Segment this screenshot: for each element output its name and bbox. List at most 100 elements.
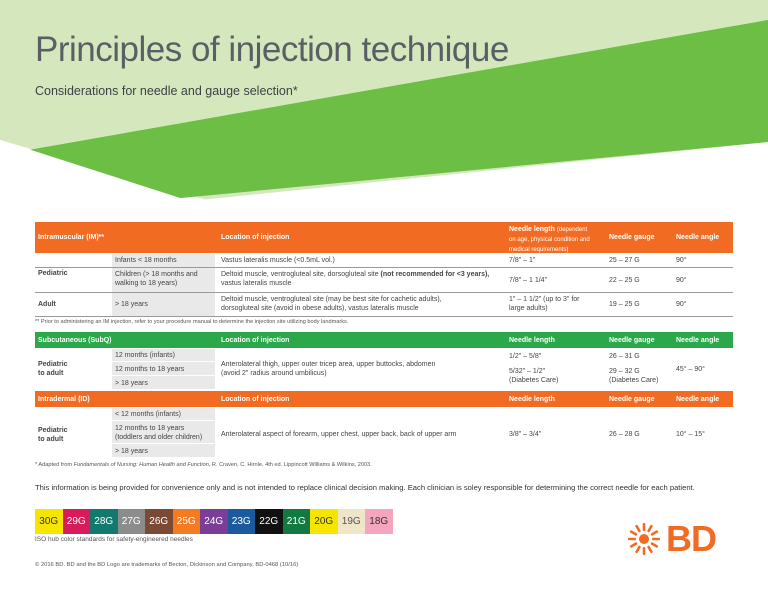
im-infants-gauge: 25 – 27 G	[609, 257, 640, 264]
subq-length2: 5/32" – 1/2" (Diabetes Care)	[509, 367, 558, 385]
source-footnote-book-title: Fundamentals of Nursing: Human Health an…	[73, 462, 209, 468]
bd-sunburst-icon	[628, 523, 660, 555]
im-location-header: Location of injection	[221, 234, 290, 241]
im-children-angle: 90°	[676, 277, 687, 284]
id-group-adults: > 18 years	[115, 448, 148, 455]
id-angle: 10° – 15°	[676, 431, 705, 438]
im-children-group-line2: walking to 18 years)	[115, 280, 178, 287]
subq-gauge2: 29 – 32 G (Diabetes Care)	[609, 367, 658, 385]
im-adult-location: Deltoid muscle, ventrogluteal site (may …	[221, 295, 506, 313]
id-gauge: 26 – 28 G	[609, 431, 640, 438]
im-infants-length: 7/8" – 1"	[509, 257, 536, 264]
id-location: Anterolateral aspect of forearm, upper c…	[221, 431, 457, 438]
id-group-children: 12 months to 18 years (toddlers and olde…	[115, 424, 202, 442]
im-adult-label: Adult	[38, 301, 56, 308]
gauge-swatch-25g: 25G	[172, 509, 200, 534]
gauge-color-swatches: 30G 29G 28G 27G 26G 25G 24G 23G 22G 21G 20G 19G 18G	[35, 509, 393, 534]
gauge-swatch-22g: 22G	[255, 509, 283, 534]
im-needle-length-label: Needle length	[509, 226, 555, 233]
im-adult-angle: 90°	[676, 301, 687, 308]
gauge-swatch-23g: 23G	[227, 509, 255, 534]
divider	[35, 292, 733, 293]
subq-label: Pediatric to adult	[38, 360, 68, 378]
subq-needle-length-header: Needle length	[509, 337, 555, 344]
subq-gauge2-line2: (Diabetes Care)	[609, 377, 659, 384]
im-needle-length-note1: (dependent	[556, 227, 588, 233]
subq-length2-line2: (Diabetes Care)	[509, 377, 559, 384]
source-footnote-part2: , R. Craven, C. Hirnle, 4th ed. Lippinco…	[208, 462, 372, 468]
id-label-line1: Pediatric	[38, 427, 68, 434]
iso-note: ISO hub color standards for safety-engin…	[35, 536, 193, 543]
subq-label-line1: Pediatric	[38, 361, 68, 368]
id-needle-length-header: Needle length	[509, 396, 555, 403]
im-adult-bg	[112, 293, 215, 316]
subq-label-line2: to adult	[38, 370, 64, 377]
id-group-infants: < 12 months (infants)	[115, 411, 181, 418]
id-group-bg	[112, 408, 215, 420]
im-children-group: Children (> 18 months and walking to 18 …	[115, 270, 198, 288]
im-children-location-a: Deltoid muscle, ventrogluteal site, dors…	[221, 271, 381, 278]
gauge-swatch-30g: 30G	[35, 509, 63, 534]
gauge-swatch-29g: 29G	[62, 509, 90, 534]
subq-gauge-header: Needle gauge	[609, 337, 655, 344]
bd-logo	[628, 523, 660, 555]
bd-logo-text: BD	[666, 518, 717, 559]
copyright: © 2016 BD. BD and the BD Logo are tradem…	[35, 562, 299, 568]
id-section-title: Intradermal (ID)	[38, 396, 90, 403]
gauge-swatch-24g: 24G	[200, 509, 228, 534]
subq-section-title: Subcutaneous (SubQ)	[38, 337, 112, 344]
im-infants-location: Vastus lateralis muscle (<0.5mL vol.)	[221, 257, 335, 264]
id-location-header: Location of injection	[221, 396, 290, 403]
subq-header-band: Subcutaneous (SubQ) Location of injectio…	[35, 332, 733, 348]
header-white-corner	[0, 140, 280, 230]
subq-location-line1: Anterolateral thigh, upper outer tricep …	[221, 361, 436, 368]
im-adult-group: > 18 years	[115, 301, 148, 308]
subq-length2-line1: 5/32" – 1/2"	[509, 368, 546, 375]
page-title: Principles of injection technique	[35, 30, 509, 69]
id-group-children-line2: (toddlers and older children)	[115, 434, 203, 441]
subq-location-header: Location of injection	[221, 337, 290, 344]
page-subtitle: Considerations for needle and gauge sele…	[35, 84, 298, 98]
im-children-gauge: 22 – 25 G	[609, 277, 640, 284]
gauge-swatch-18g: 18G	[365, 509, 393, 534]
id-group-bg	[112, 444, 215, 457]
im-adult-gauge: 19 – 25 G	[609, 301, 640, 308]
im-children-length: 7/8" – 1 1/4"	[509, 277, 548, 284]
subq-group-children: 12 months to 18 years	[115, 366, 185, 373]
im-children-group-line1: Children (> 18 months and	[115, 271, 198, 278]
im-adult-length: 1" – 1 1/2" (up to 3" for large adults)	[509, 295, 580, 313]
id-length: 3/8" – 3/4"	[509, 431, 542, 438]
id-gauge-header: Needle gauge	[609, 396, 655, 403]
gauge-swatch-21g: 21G	[282, 509, 310, 534]
im-gauge-header: Needle gauge	[609, 234, 655, 241]
subq-gauge2-line1: 29 – 32 G	[609, 368, 640, 375]
subq-angle-header: Needle angle	[676, 337, 720, 344]
id-angle-header: Needle angle	[676, 396, 720, 403]
id-header-band: Intradermal (ID) Location of injection N…	[35, 391, 733, 407]
id-label: Pediatric to adult	[38, 426, 68, 444]
subq-location: Anterolateral thigh, upper outer tricep …	[221, 360, 506, 378]
im-children-bg	[112, 268, 215, 292]
im-adult-length-line2: large adults)	[509, 305, 548, 312]
im-children-location-b: (not recommended for <3 years),	[380, 271, 490, 278]
subq-angle: 45° – 90°	[676, 366, 705, 373]
im-needle-length-note3: medical requirements)	[509, 247, 569, 253]
divider	[35, 316, 733, 317]
im-pediatric-label: Pediatric	[38, 270, 68, 277]
id-group-bg	[112, 421, 215, 443]
im-header-band: Intramuscular (IM)** Location of injecti…	[35, 222, 733, 253]
subq-group-bg	[112, 362, 215, 375]
im-adult-location-line1: Deltoid muscle, ventrogluteal site (may …	[221, 296, 442, 303]
im-needle-length-header: Needle length (dependent on age, physica…	[509, 225, 605, 255]
im-note: ** Prior to administering an IM injectio…	[35, 319, 349, 325]
gauge-swatch-19g: 19G	[337, 509, 365, 534]
subq-location-line2: (avoid 2" radius around umbilicus)	[221, 370, 327, 377]
im-angle-header: Needle angle	[676, 234, 720, 241]
subq-gauge1: 26 – 31 G	[609, 353, 640, 360]
source-footnote: * Adapted from Fundamentals of Nursing: …	[35, 462, 372, 468]
header-green-wedge	[0, 20, 768, 200]
disclaimer: This information is being provided for c…	[35, 483, 695, 492]
im-children-location: Deltoid muscle, ventrogluteal site, dors…	[221, 270, 506, 288]
subq-group-infants: 12 months (infants)	[115, 352, 175, 359]
